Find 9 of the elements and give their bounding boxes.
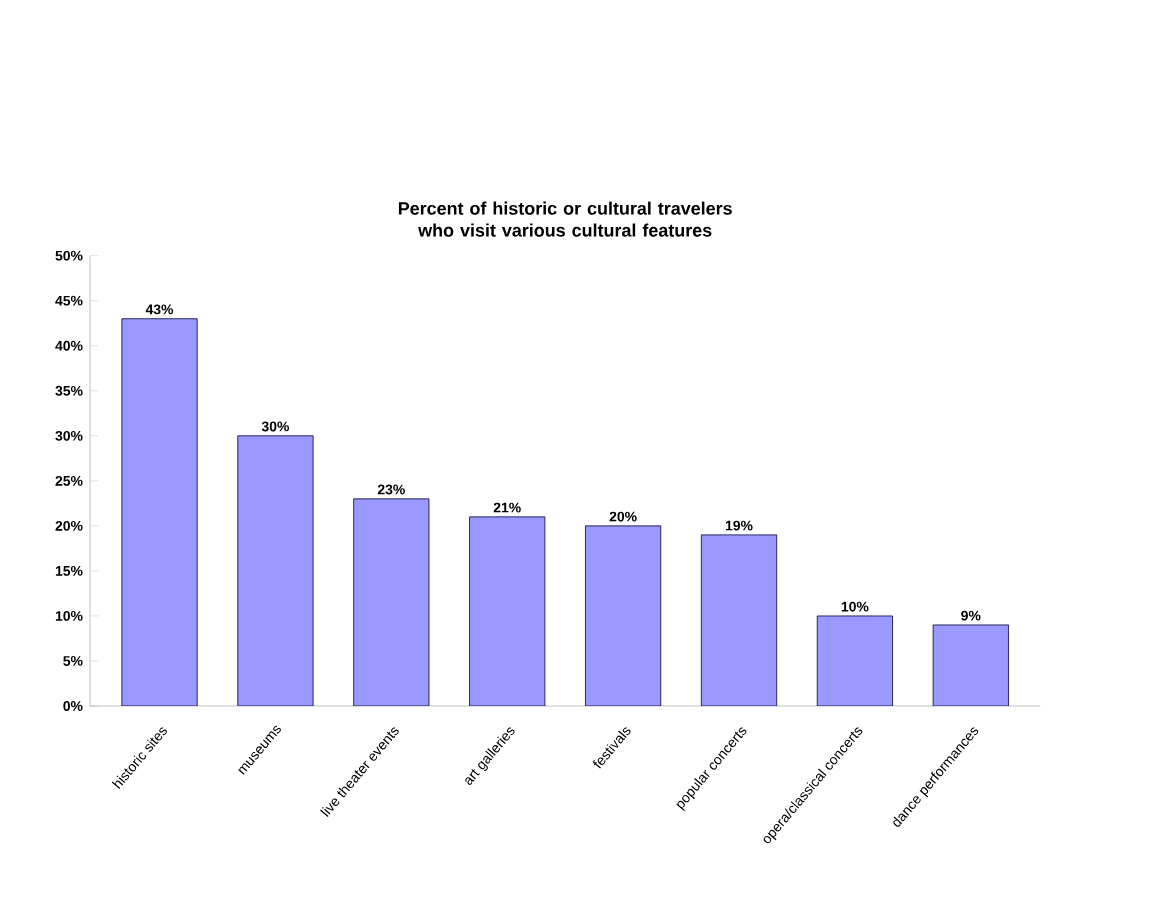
- bar: [700, 534, 778, 706]
- bar: [469, 516, 546, 706]
- bar: [585, 525, 662, 706]
- bar: [237, 435, 314, 706]
- chart-title: Percent of historic or cultural travelers who visit various cultural features: [398, 201, 732, 237]
- bar: [353, 498, 430, 706]
- bar: [932, 624, 1009, 706]
- bar: [121, 318, 198, 706]
- bar: [816, 615, 893, 706]
